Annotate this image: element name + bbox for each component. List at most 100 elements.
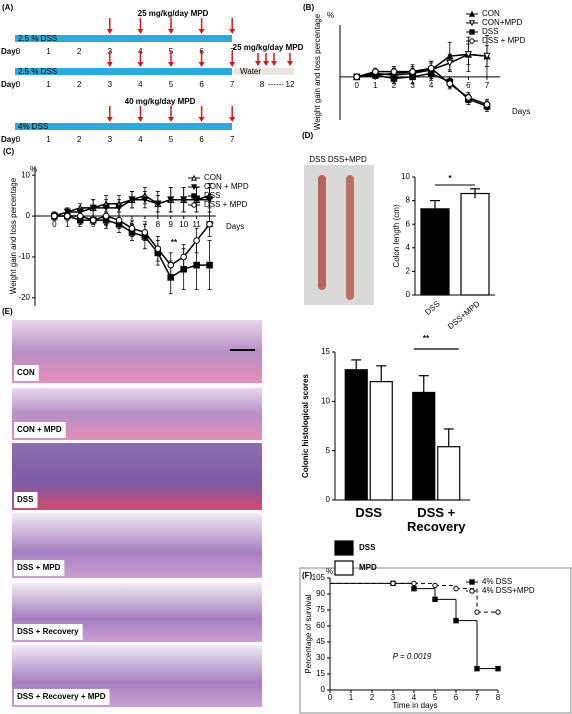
marker — [409, 68, 416, 75]
image-label: DSS + MPD — [17, 563, 61, 572]
y-axis-label: Colon length (cm) — [392, 204, 401, 267]
legend-label: 4% DSS — [482, 577, 512, 586]
day-label: Day: — [1, 135, 18, 144]
x-tick-label: 7 — [475, 693, 480, 702]
arrow-head — [137, 117, 144, 122]
panel-label: (C) — [3, 147, 14, 156]
arrow-head — [229, 62, 236, 67]
legend-label: CON + MPD — [204, 182, 249, 191]
x-tick-label: 3 — [391, 693, 396, 702]
day-number: 6 — [199, 135, 204, 144]
bar — [437, 446, 461, 501]
annotation: ** — [423, 334, 430, 343]
marker — [390, 68, 398, 75]
marker — [453, 617, 459, 624]
day-number: 8 — [260, 80, 265, 89]
arrow-head — [168, 62, 174, 67]
legend-marker — [469, 29, 475, 35]
image-label-box — [14, 365, 39, 381]
annotation: ** — [171, 238, 178, 247]
x-tick-label: 8 — [496, 693, 501, 702]
panel-label: (B) — [303, 3, 314, 12]
drug-label: 25 mg/kg/day MPD — [138, 9, 209, 18]
legend-marker — [191, 193, 197, 199]
arrow-head — [106, 29, 113, 34]
drug-label: 25 mg/kg/day MPD — [233, 43, 304, 52]
marker — [193, 237, 200, 244]
legend-label: CON — [482, 9, 500, 18]
arrow-head — [137, 29, 144, 34]
day-number: 4 — [138, 135, 143, 144]
y-tick-label: 0 — [406, 290, 411, 299]
marker — [115, 204, 123, 212]
legend-marker — [468, 20, 476, 27]
x-tick-label: 5 — [433, 693, 438, 702]
x-tick-label: 3 — [91, 220, 96, 229]
marker — [76, 212, 84, 220]
photo-background — [304, 165, 374, 305]
y-tick-label: 8 — [406, 196, 411, 205]
y-tick-label: 0 — [321, 685, 326, 694]
marker — [474, 665, 480, 672]
marker — [154, 245, 162, 253]
x-tick-label: 0 — [328, 693, 333, 702]
bar — [460, 192, 490, 296]
treatment-bar — [15, 123, 232, 130]
y-tick-label: 4 — [406, 243, 411, 252]
marker — [464, 51, 472, 59]
arrow-head — [106, 117, 113, 122]
y-tick-label: 15 — [316, 669, 325, 678]
marker — [115, 216, 123, 224]
y-tick-label: 10 — [321, 396, 330, 405]
panel-label: (A) — [2, 3, 13, 12]
bar-label: 2.5 % DSS — [18, 34, 57, 43]
marker — [353, 73, 361, 81]
y-unit: % — [326, 567, 333, 576]
marker — [64, 212, 71, 220]
marker — [51, 212, 58, 220]
x-tick-label: 7 — [485, 81, 490, 90]
day-number: 1 — [46, 47, 51, 56]
x-tick-label: 2 — [78, 220, 83, 229]
marker — [180, 253, 187, 261]
marker — [193, 261, 200, 269]
marker — [167, 261, 175, 269]
marker — [128, 225, 136, 232]
image-label: DSS — [17, 495, 34, 504]
y-tick-label: 0 — [26, 211, 31, 220]
image-label-box — [14, 560, 65, 576]
marker — [141, 196, 149, 204]
day-number: 0 — [16, 135, 21, 144]
x-tick-label: 0 — [355, 81, 360, 90]
marker — [474, 609, 480, 615]
day-number: 6 — [199, 80, 204, 89]
x-tick-label: 6 — [454, 693, 459, 702]
legend-label: DSS + MPD — [482, 36, 526, 45]
marker — [154, 200, 162, 208]
day-number: 12 — [286, 80, 295, 89]
histology-image — [12, 443, 262, 510]
arrow-head — [271, 61, 277, 66]
legend-marker — [469, 588, 475, 594]
recovery-bar — [234, 68, 294, 75]
legend-label: DSS — [482, 27, 498, 36]
marker — [411, 580, 417, 587]
marker — [89, 216, 97, 224]
day-number: 4 — [138, 80, 143, 89]
marker — [167, 196, 175, 204]
marker — [206, 220, 213, 228]
bar — [369, 381, 393, 501]
panel-label: (E) — [2, 307, 13, 316]
day-separator: ------ — [268, 80, 284, 89]
bar — [420, 208, 450, 296]
legend-label: DSS — [359, 543, 376, 552]
arrow-head — [229, 29, 236, 34]
marker — [427, 64, 435, 72]
x-tick-label: 1 — [373, 81, 378, 90]
marker — [206, 261, 213, 269]
day-number: 2 — [77, 80, 82, 89]
day-number: 2 — [77, 47, 82, 56]
marker — [432, 596, 438, 603]
x-tick-label: DSS — [355, 505, 383, 520]
